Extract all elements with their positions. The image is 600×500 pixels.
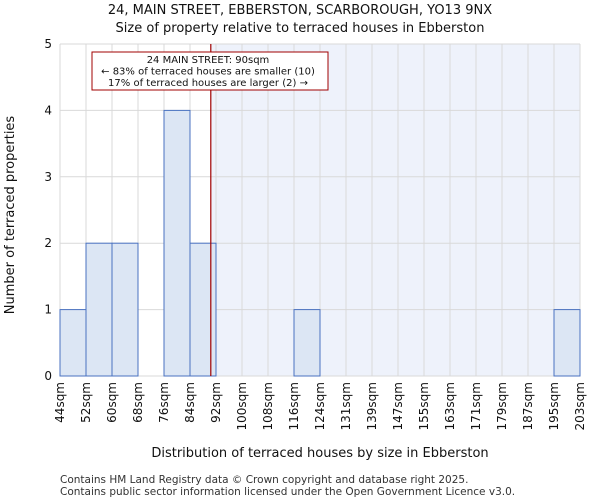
y-tick-label: 1 xyxy=(44,303,52,317)
bar xyxy=(293,309,321,377)
y-tick-label: 0 xyxy=(44,369,52,383)
bar xyxy=(189,242,217,377)
plot-area: 0 1 2 3 4 5 44sqm 52sqm 60sqm 68sqm 76sqm 84sqm 92sq… xyxy=(44,37,587,430)
chart-title-line2: Size of property relative to terraced ho… xyxy=(116,21,485,36)
highlight-region xyxy=(210,44,581,376)
x-tick-label: 100sqm xyxy=(235,382,249,430)
bar xyxy=(111,242,139,377)
x-tick-label: 163sqm xyxy=(443,382,457,430)
x-tick-label: 195sqm xyxy=(547,382,561,430)
annotation-text: ← 83% of terraced houses are smaller (10… xyxy=(101,67,315,78)
y-tick-label: 5 xyxy=(44,37,52,51)
y-tick-label: 2 xyxy=(44,236,52,250)
x-tick-label: 44sqm xyxy=(53,382,67,423)
x-tick-label: 187sqm xyxy=(521,382,535,430)
y-axis-label: Number of terraced properties xyxy=(3,116,18,315)
footer-line1: Contains HM Land Registry data © Crown c… xyxy=(60,474,468,486)
y-tick-label: 3 xyxy=(44,170,52,184)
chart-title-line1: 24, MAIN STREET, EBBERSTON, SCARBOROUGH,… xyxy=(108,3,492,18)
x-tick-label: 116sqm xyxy=(287,382,301,430)
annotation-box xyxy=(91,51,329,91)
x-tick-label: 139sqm xyxy=(365,382,379,430)
annotation-text: 17% of terraced houses are larger (2) → xyxy=(108,78,308,89)
y-tick-label: 4 xyxy=(44,103,52,117)
x-tick-label: 84sqm xyxy=(183,382,197,423)
x-tick-label: 52sqm xyxy=(79,382,93,423)
x-tick-label: 147sqm xyxy=(391,382,405,430)
annotation-text: 24 MAIN STREET: 90sqm xyxy=(147,55,270,66)
x-tick-label: 203sqm xyxy=(573,382,587,430)
x-tick-label: 108sqm xyxy=(261,382,275,430)
bar xyxy=(85,242,113,377)
x-tick-label: 131sqm xyxy=(339,382,353,430)
x-tick-label: 76sqm xyxy=(157,382,171,423)
footer-line2: Contains public sector information licen… xyxy=(60,486,515,498)
x-tick-label: 60sqm xyxy=(105,382,119,423)
x-tick-label: 124sqm xyxy=(313,382,327,430)
x-tick-label: 92sqm xyxy=(209,382,223,423)
x-axis-label: Distribution of terraced houses by size … xyxy=(151,446,488,461)
bar xyxy=(553,309,581,377)
bar xyxy=(163,109,191,377)
x-tick-label: 179sqm xyxy=(495,382,509,430)
x-tick-label: 155sqm xyxy=(417,382,431,430)
bar xyxy=(59,309,87,377)
x-tick-label: 68sqm xyxy=(131,382,145,423)
x-tick-label: 171sqm xyxy=(469,382,483,430)
